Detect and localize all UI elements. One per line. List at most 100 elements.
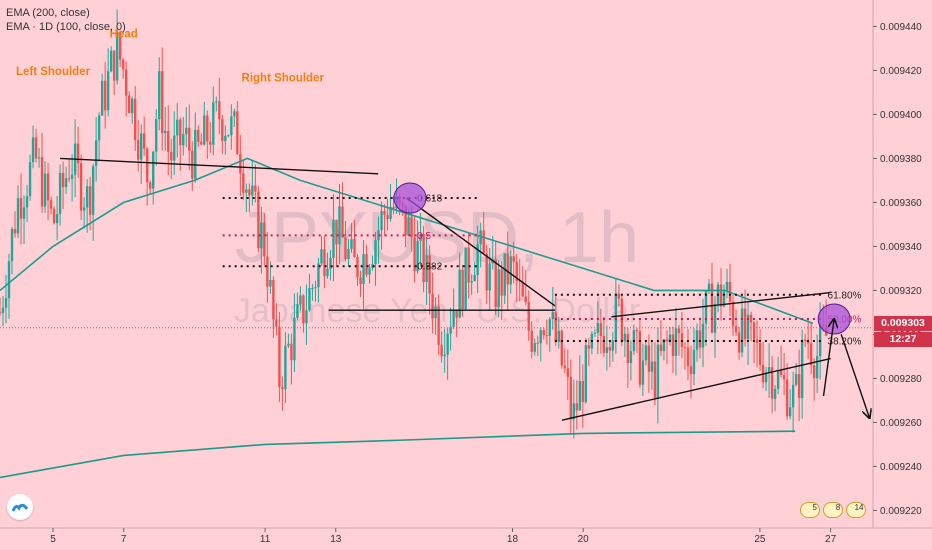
candle-body[interactable] [263, 222, 266, 257]
candle-body[interactable] [593, 332, 597, 334]
candle-body[interactable] [407, 217, 410, 236]
candle-body[interactable] [416, 241, 419, 272]
candle-body[interactable] [143, 133, 146, 149]
candle-body[interactable] [100, 80, 104, 116]
candle-body[interactable] [815, 356, 819, 379]
candle-body[interactable] [803, 339, 807, 342]
candle-body[interactable] [611, 340, 615, 351]
candle-body[interactable] [25, 196, 29, 208]
candle-body[interactable] [497, 269, 500, 308]
candle-body[interactable] [524, 296, 527, 303]
candle-body[interactable] [356, 257, 359, 278]
candle-body[interactable] [200, 141, 203, 145]
candle-body[interactable] [713, 303, 717, 333]
candle-body[interactable] [350, 238, 353, 249]
candle-body[interactable] [605, 347, 609, 353]
candle-body[interactable] [392, 206, 395, 209]
candle-body[interactable] [560, 330, 563, 366]
candle-body[interactable] [380, 210, 383, 231]
candle-body[interactable] [10, 228, 14, 262]
candle-body[interactable] [326, 268, 329, 277]
candle-body[interactable] [197, 129, 200, 142]
candle-body[interactable] [290, 343, 293, 361]
candle-body[interactable] [185, 127, 188, 135]
candle-body[interactable] [809, 343, 813, 366]
candle-body[interactable] [623, 333, 627, 342]
event-badge[interactable]: 5 [800, 502, 820, 518]
candle-body[interactable] [677, 328, 681, 334]
candle-body[interactable] [94, 140, 98, 167]
candle-body[interactable] [437, 306, 440, 345]
candle-body[interactable] [79, 163, 83, 211]
candle-body[interactable] [49, 200, 53, 209]
candle-body[interactable] [533, 342, 536, 352]
candle-body[interactable] [551, 312, 554, 320]
candle-body[interactable] [797, 374, 801, 399]
candle-body[interactable] [665, 339, 669, 342]
candle-body[interactable] [413, 237, 416, 272]
candle-body[interactable] [28, 162, 32, 197]
candle-body[interactable] [209, 141, 212, 145]
candle-body[interactable] [206, 115, 209, 142]
candle-body[interactable] [785, 379, 789, 417]
candle-body[interactable] [575, 403, 579, 411]
candle-body[interactable] [347, 248, 350, 260]
candle-body[interactable] [530, 330, 533, 352]
candle-body[interactable] [338, 206, 341, 245]
candle-body[interactable] [425, 255, 428, 282]
candle-body[interactable] [599, 322, 603, 336]
candle-body[interactable] [584, 345, 588, 403]
candle-body[interactable] [64, 178, 68, 188]
candle-body[interactable] [4, 298, 8, 308]
candle-body[interactable] [215, 101, 218, 103]
candle-body[interactable] [269, 279, 272, 287]
candle-body[interactable] [698, 330, 702, 348]
candle-body[interactable] [647, 345, 651, 372]
candle-body[interactable] [776, 370, 780, 390]
candle-body[interactable] [710, 283, 714, 333]
candle-body[interactable] [458, 269, 461, 318]
candle-body[interactable] [638, 331, 642, 385]
candle-body[interactable] [212, 102, 215, 145]
candle-body[interactable] [671, 334, 675, 356]
candle-body[interactable] [112, 50, 116, 81]
tradingview-logo-icon[interactable] [7, 494, 33, 520]
candle-body[interactable] [404, 205, 407, 236]
candle-body[interactable] [461, 269, 464, 309]
candle-body[interactable] [16, 198, 20, 234]
candle-body[interactable] [43, 173, 47, 207]
candle-body[interactable] [182, 134, 185, 146]
candle-body[interactable] [127, 95, 131, 114]
candle-body[interactable] [260, 222, 263, 249]
candle-body[interactable] [317, 263, 320, 288]
candle-body[interactable] [494, 259, 497, 308]
candle-body[interactable] [31, 137, 35, 163]
candle-body[interactable] [740, 308, 744, 353]
candle-body[interactable] [139, 133, 143, 160]
candle-body[interactable] [383, 210, 386, 215]
candle-body[interactable] [488, 263, 491, 291]
candle-body[interactable] [0, 312, 2, 314]
candle-body[interactable] [103, 80, 107, 111]
candle-body[interactable] [722, 291, 726, 307]
candle-body[interactable] [725, 281, 729, 292]
candle-body[interactable] [701, 323, 705, 348]
candle-body[interactable] [422, 233, 425, 282]
candle-body[interactable] [428, 255, 431, 294]
candle-body[interactable] [764, 372, 768, 383]
candle-body[interactable] [115, 31, 119, 81]
candle-body[interactable] [236, 111, 239, 155]
candle-body[interactable] [7, 261, 11, 299]
candle-body[interactable] [719, 284, 723, 307]
event-badge[interactable]: 14 [846, 502, 867, 518]
candle-body[interactable] [752, 322, 756, 340]
candle-body[interactable] [302, 295, 305, 324]
candle-body[interactable] [518, 280, 521, 282]
candle-body[interactable] [758, 342, 762, 365]
candle-body[interactable] [431, 293, 434, 319]
candle-body[interactable] [689, 366, 693, 375]
candle-body[interactable] [779, 370, 783, 375]
candle-body[interactable] [377, 230, 380, 241]
candle-body[interactable] [221, 119, 224, 142]
